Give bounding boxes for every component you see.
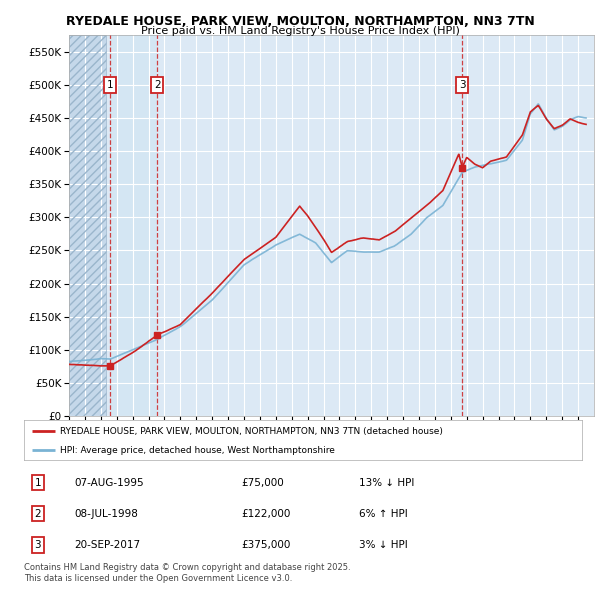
Text: 2: 2 [154, 80, 161, 90]
Text: £122,000: £122,000 [242, 509, 291, 519]
Text: 08-JUL-1998: 08-JUL-1998 [74, 509, 138, 519]
Text: 20-SEP-2017: 20-SEP-2017 [74, 540, 140, 550]
Text: 3: 3 [459, 80, 466, 90]
Bar [110, 35, 157, 416]
Text: 13% ↓ HPI: 13% ↓ HPI [359, 478, 414, 487]
Text: 3: 3 [35, 540, 41, 550]
Text: 3% ↓ HPI: 3% ↓ HPI [359, 540, 407, 550]
Text: 6% ↑ HPI: 6% ↑ HPI [359, 509, 407, 519]
Text: 1: 1 [107, 80, 113, 90]
Text: RYEDALE HOUSE, PARK VIEW, MOULTON, NORTHAMPTON, NN3 7TN: RYEDALE HOUSE, PARK VIEW, MOULTON, NORTH… [65, 15, 535, 28]
Text: Price paid vs. HM Land Registry's House Price Index (HPI): Price paid vs. HM Land Registry's House … [140, 26, 460, 36]
Bar [69, 35, 106, 416]
Text: £75,000: £75,000 [242, 478, 284, 487]
Text: £375,000: £375,000 [242, 540, 291, 550]
Bar [69, 35, 106, 416]
Text: 07-AUG-1995: 07-AUG-1995 [74, 478, 144, 487]
Text: RYEDALE HOUSE, PARK VIEW, MOULTON, NORTHAMPTON, NN3 7TN (detached house): RYEDALE HOUSE, PARK VIEW, MOULTON, NORTH… [60, 427, 443, 436]
Text: HPI: Average price, detached house, West Northamptonshire: HPI: Average price, detached house, West… [60, 445, 335, 455]
Text: 2: 2 [35, 509, 41, 519]
Text: Contains HM Land Registry data © Crown copyright and database right 2025.
This d: Contains HM Land Registry data © Crown c… [24, 563, 350, 583]
Text: 1: 1 [35, 478, 41, 487]
